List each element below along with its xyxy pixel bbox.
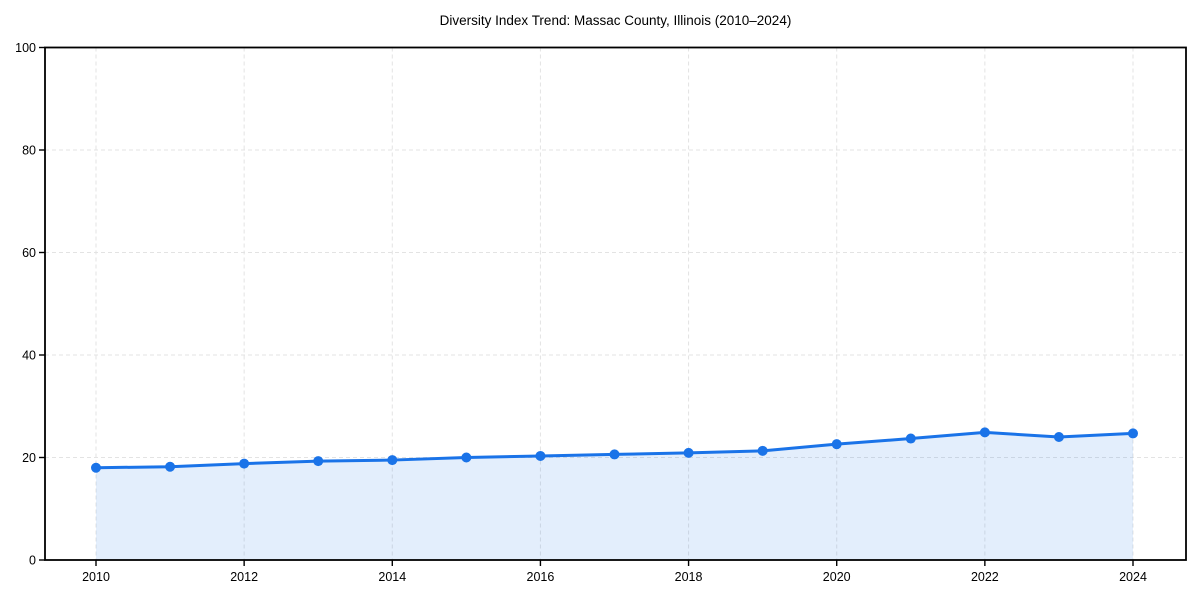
chart-title: Diversity Index Trend: Massac County, Il… bbox=[439, 13, 792, 28]
data-point bbox=[239, 458, 250, 469]
x-tick-label: 2010 bbox=[82, 570, 110, 584]
data-point bbox=[609, 449, 620, 460]
x-tick-label: 2024 bbox=[1119, 570, 1147, 584]
area-fill bbox=[96, 432, 1133, 560]
plot-border bbox=[44, 46, 1187, 561]
data-point bbox=[313, 456, 324, 467]
data-point bbox=[91, 462, 101, 473]
x-tick-label: 2014 bbox=[378, 570, 406, 584]
data-point bbox=[1128, 428, 1138, 439]
y-tick-label: 40 bbox=[22, 348, 36, 362]
x-tick-label: 2020 bbox=[823, 570, 851, 584]
x-tick-label: 2018 bbox=[675, 570, 703, 584]
data-point bbox=[683, 447, 694, 458]
y-tick-label: 100 bbox=[15, 41, 36, 55]
y-tick-label: 0 bbox=[29, 553, 36, 567]
data-point bbox=[757, 445, 768, 456]
data-point bbox=[165, 461, 176, 472]
y-tick-label: 20 bbox=[22, 451, 36, 465]
data-point bbox=[535, 450, 546, 461]
y-tick-label: 80 bbox=[22, 143, 36, 157]
x-tick-label: 2012 bbox=[230, 570, 258, 584]
data-point bbox=[387, 455, 398, 466]
x-tick-label: 2022 bbox=[971, 570, 999, 584]
data-point bbox=[1053, 432, 1064, 442]
data-point bbox=[461, 452, 472, 463]
data-point bbox=[905, 433, 916, 444]
y-tick-label: 60 bbox=[22, 246, 36, 260]
data-point bbox=[979, 427, 990, 438]
x-tick-label: 2016 bbox=[527, 570, 555, 584]
data-point bbox=[831, 439, 842, 450]
